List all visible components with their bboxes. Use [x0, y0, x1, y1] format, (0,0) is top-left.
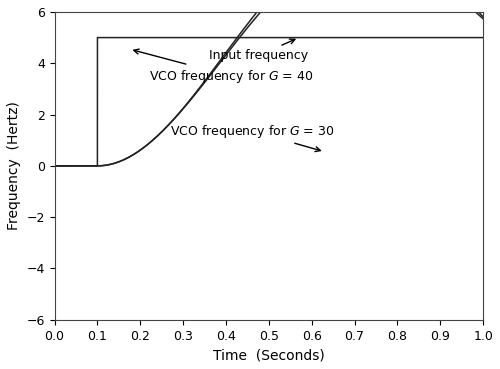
- X-axis label: Time  (Seconds): Time (Seconds): [213, 348, 324, 362]
- Text: Input frequency: Input frequency: [209, 39, 308, 62]
- Y-axis label: Frequency  (Hertz): Frequency (Hertz): [7, 101, 21, 230]
- Text: VCO frequency for $G$ = 30: VCO frequency for $G$ = 30: [170, 123, 334, 152]
- Text: VCO frequency for $G$ = 40: VCO frequency for $G$ = 40: [134, 49, 314, 85]
